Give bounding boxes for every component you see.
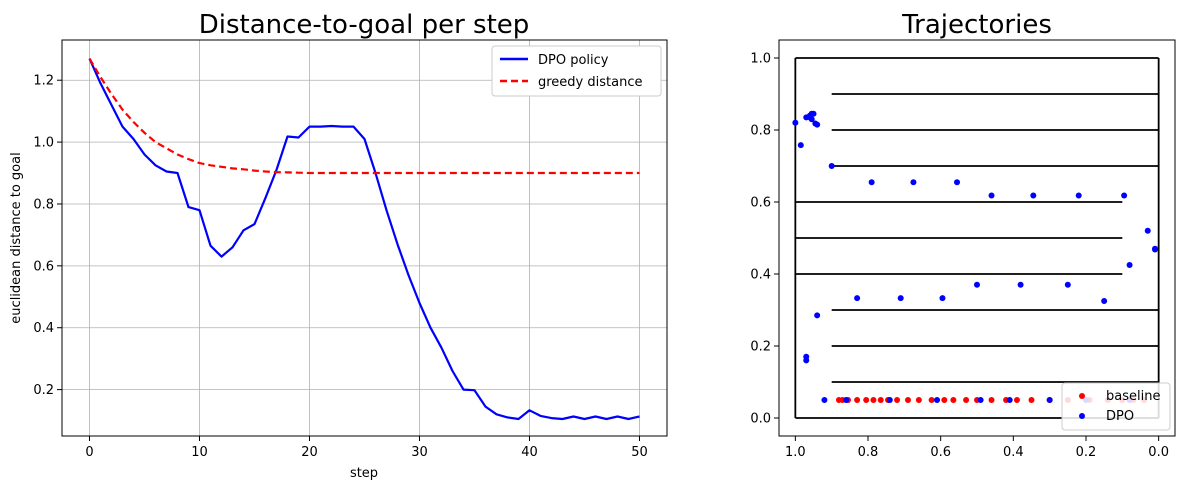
scatter-point-baseline <box>1013 397 1020 403</box>
scatter-point-dpo <box>814 121 821 128</box>
scatter-point-baseline <box>877 397 884 403</box>
x-tick-label: 0.2 <box>1076 445 1097 460</box>
x-tick-label: 50 <box>631 445 648 460</box>
y-tick-label: 1.2 <box>33 74 54 89</box>
scatter-point-dpo <box>910 179 917 186</box>
scatter-point-dpo <box>803 357 810 364</box>
distance-chart: Distance-to-goal per step 0 10 20 30 40 50 0.2… <box>9 10 668 481</box>
trajectories-chart: Trajectories 1.0 0.8 0.6 0.4 0.2 0.0 0.0 0.2 0.4… <box>750 10 1176 461</box>
scatter-point-dpo <box>843 397 850 403</box>
scatter-point-dpo <box>1006 397 1013 403</box>
scatter-point-dpo <box>821 397 828 403</box>
scatter-point-dpo <box>974 281 980 288</box>
legend-swatch-baseline <box>1079 393 1085 399</box>
scatter-point-dpo <box>797 142 804 149</box>
scatter-point-baseline <box>894 397 901 403</box>
distance-chart-title: Distance-to-goal per step <box>199 10 530 40</box>
legend-label-dpo: DPO <box>1106 409 1134 424</box>
trajectories-legend-box <box>1061 382 1171 431</box>
scatter-point-baseline <box>915 397 922 403</box>
scatter-point-dpo <box>1017 281 1024 288</box>
x-tick-label: 0.4 <box>1003 445 1024 460</box>
trajectories-chart-title: Trajectories <box>901 10 1052 40</box>
scatter-point-dpo <box>886 397 893 403</box>
scatter-point-dpo <box>988 192 995 199</box>
x-tick-label: 10 <box>191 445 208 460</box>
y-tick-label: 0.4 <box>33 321 54 336</box>
scatter-point-baseline <box>988 397 995 403</box>
scatter-point-dpo <box>1144 227 1151 234</box>
scatter-point-baseline <box>854 397 861 403</box>
scatter-point-dpo <box>939 295 946 302</box>
scatter-point-baseline <box>870 397 877 403</box>
x-tick-label: 0.0 <box>1148 445 1169 460</box>
distance-chart-legend-box <box>491 45 662 97</box>
x-tick-label: 0 <box>85 445 93 460</box>
scatter-point-dpo <box>1030 192 1037 199</box>
scatter-point-dpo <box>954 179 961 186</box>
distance-chart-frame <box>61 39 668 437</box>
scatter-point-dpo <box>934 397 941 403</box>
distance-chart-series <box>88 58 640 421</box>
scatter-point-dpo <box>854 295 861 302</box>
scatter-point-baseline <box>950 397 957 403</box>
scatter-point-dpo <box>1152 246 1159 253</box>
x-tick-label: 0.6 <box>930 445 951 460</box>
scatter-point-baseline <box>863 397 870 403</box>
scatter-point-dpo <box>1101 298 1108 304</box>
scatter-point-dpo <box>1126 262 1133 268</box>
legend-label-baseline: baseline <box>1106 389 1160 404</box>
scatter-point-dpo <box>1046 397 1053 403</box>
y-tick-label: 0.6 <box>33 259 54 274</box>
y-tick-label: 0.8 <box>750 124 771 139</box>
x-tick-label: 30 <box>411 445 428 460</box>
y-tick-label: 0.0 <box>750 412 771 427</box>
scatter-point-baseline <box>963 397 970 403</box>
scatter-point-dpo <box>1075 192 1082 199</box>
scatter-point-dpo <box>808 116 815 123</box>
scatter-point-dpo <box>868 179 875 186</box>
y-tick-label: 0.6 <box>750 196 771 211</box>
scatter-point-baseline <box>1028 397 1035 403</box>
trajectories-chart-legend: baseline DPO <box>1061 382 1171 431</box>
trajectories-walls <box>794 57 1160 419</box>
trajectories-chart-ticks: 1.0 0.8 0.6 0.4 0.2 0.0 0.0 0.2 0.4 0.6 0.8 1.0 <box>750 52 1169 461</box>
scatter-point-dpo <box>897 295 904 302</box>
scatter-point-baseline <box>904 397 911 403</box>
y-tick-label: 0.2 <box>750 340 771 355</box>
legend-label-dpo-policy: DPO policy <box>538 53 609 68</box>
y-tick-label: 0.8 <box>33 197 54 212</box>
trajectories-chart-frame <box>778 39 1176 437</box>
scatter-point-dpo <box>814 312 821 319</box>
scatter-point-baseline <box>941 397 948 403</box>
y-tick-label: 1.0 <box>750 52 771 67</box>
scatter-point-dpo <box>977 397 984 403</box>
legend-swatch-dpo <box>1079 413 1085 419</box>
distance-chart-ticks: 0 10 20 30 40 50 0.2 0.4 0.6 0.8 1.0 1.2 <box>33 74 647 460</box>
y-tick-label: 1.0 <box>33 136 54 151</box>
distance-chart-ylabel: euclidean distance to goal <box>9 152 24 323</box>
y-tick-label: 0.4 <box>750 268 771 283</box>
x-tick-label: 40 <box>521 445 538 460</box>
x-tick-label: 20 <box>301 445 318 460</box>
y-tick-label: 0.2 <box>33 383 54 398</box>
legend-label-greedy-distance: greedy distance <box>538 75 642 90</box>
scatter-point-dpo <box>1121 192 1128 199</box>
distance-chart-legend: DPO policy greedy distance <box>491 45 662 97</box>
series-line-dpo-policy <box>88 58 640 421</box>
scatter-point-dpo <box>1064 281 1071 288</box>
scatter-point-dpo <box>828 163 835 169</box>
scatter-point-dpo <box>792 119 799 126</box>
x-tick-label: 0.8 <box>858 445 879 460</box>
x-tick-label: 1.0 <box>785 445 806 460</box>
scatter-point-baseline <box>928 397 935 403</box>
distance-chart-xlabel: step <box>350 466 378 481</box>
